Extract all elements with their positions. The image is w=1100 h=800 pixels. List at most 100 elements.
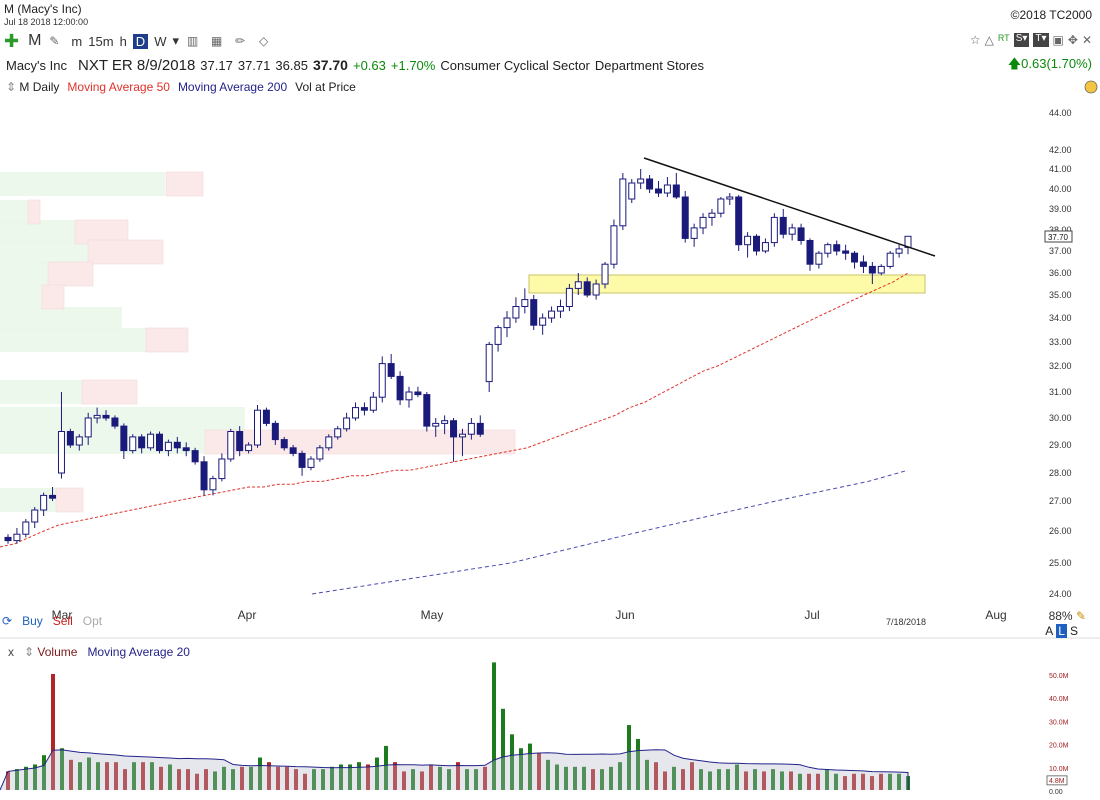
- volume-bar: [186, 769, 190, 790]
- candle-body: [592, 283, 600, 296]
- candle-body: [57, 431, 65, 474]
- settings-icon[interactable]: [1084, 80, 1098, 94]
- drawing-tools-icon[interactable]: ✎: [49, 34, 60, 48]
- volume-bar: [546, 759, 550, 790]
- volume-bar: [537, 752, 541, 790]
- price-tick-label: 41.00: [1049, 164, 1072, 174]
- volume-bar: [861, 773, 865, 790]
- volume-tick-label: 4.8M: [1049, 778, 1065, 785]
- candle-body: [147, 433, 155, 449]
- volume-bar: [42, 755, 46, 790]
- close-panel-button[interactable]: x: [8, 645, 14, 659]
- volume-bar: [618, 762, 622, 790]
- pencil-icon[interactable]: ✏: [235, 34, 246, 48]
- candle-body: [681, 196, 689, 239]
- chart-legend: ⇕ M Daily Moving Average 50 Moving Avera…: [6, 80, 356, 94]
- volume-bar: [591, 769, 595, 790]
- opt-button[interactable]: Opt: [82, 614, 103, 628]
- volume-bar: [582, 766, 586, 790]
- volume-bar: [690, 762, 694, 790]
- volume-bar: [411, 769, 415, 790]
- candle-body: [93, 414, 101, 419]
- volume-ma-line: [0, 749, 909, 791]
- volume-legend-item[interactable]: ⇕ Volume: [24, 645, 77, 659]
- volume-bar: [168, 764, 172, 790]
- industry: Department Stores: [594, 58, 704, 73]
- volume-bar: [789, 771, 793, 790]
- price-tick-label: 29.00: [1049, 440, 1072, 450]
- legend-ma200[interactable]: Moving Average 200: [177, 80, 288, 94]
- legend-vol-at-price[interactable]: Vol at Price: [295, 80, 356, 94]
- add-icon[interactable]: ✚: [4, 30, 20, 51]
- volume-bar: [258, 757, 262, 790]
- candle-body: [467, 422, 475, 435]
- legend-series[interactable]: ⇕ M Daily: [6, 80, 59, 94]
- interval-h[interactable]: h: [119, 33, 127, 49]
- volume-ma-label[interactable]: Moving Average 20: [87, 645, 190, 659]
- volume-bar: [447, 769, 451, 790]
- last-price-box: [1044, 230, 1073, 243]
- sell-button[interactable]: Sell: [52, 614, 73, 628]
- save-icon[interactable]: ▣: [1052, 33, 1064, 47]
- interval-d[interactable]: D: [132, 33, 149, 49]
- interval-w[interactable]: W: [154, 33, 167, 49]
- pencil-icon[interactable]: ✎: [1075, 609, 1086, 623]
- volume-tick-label: 40.0M: [1049, 696, 1069, 703]
- scale-s-button[interactable]: S: [1069, 624, 1078, 638]
- candle-body: [583, 281, 591, 296]
- candle-body: [530, 299, 538, 326]
- close-icon[interactable]: ✕: [1081, 33, 1092, 47]
- volume-bar: [177, 769, 181, 790]
- candle-body: [503, 317, 511, 329]
- volume-bar: [879, 773, 883, 790]
- interval-m[interactable]: m: [71, 33, 83, 49]
- candle-body: [49, 494, 57, 499]
- candle-body: [423, 394, 431, 427]
- candle-body: [182, 447, 190, 452]
- interval-dropdown-icon[interactable]: ▾: [172, 33, 179, 48]
- move-icon[interactable]: ✥: [1067, 33, 1078, 47]
- candle-body: [646, 178, 654, 190]
- candle-body: [779, 216, 787, 235]
- candle-body: [770, 216, 778, 244]
- date-tick-label: May: [421, 608, 444, 622]
- t-menu-button[interactable]: T▾: [1033, 33, 1049, 47]
- price-tick-label: 32.00: [1049, 361, 1072, 371]
- eraser-icon[interactable]: ◇: [259, 34, 269, 48]
- volume-bar: [870, 776, 874, 790]
- trendline[interactable]: [643, 157, 936, 257]
- star-icon[interactable]: ☆: [969, 33, 981, 47]
- scale-a-button[interactable]: A: [1045, 624, 1054, 638]
- rt-badge[interactable]: RT: [997, 33, 1010, 43]
- next-earnings: NXT ER 8/9/2018: [78, 57, 196, 74]
- volume-bar: [798, 773, 802, 790]
- candle-body: [877, 265, 885, 274]
- refresh-icon[interactable]: ⟳: [2, 614, 13, 628]
- volume-bar: [852, 773, 856, 790]
- indicator-icon[interactable]: ▦: [211, 34, 223, 48]
- legend-ma50[interactable]: Moving Average 50: [67, 80, 170, 94]
- quote-line: Macy's Inc NXT ER 8/9/2018 37.17 37.71 3…: [6, 57, 704, 74]
- volume-bar: [195, 773, 199, 790]
- symbol-button[interactable]: M: [28, 32, 42, 49]
- volume-tick-label: 20.0M: [1049, 743, 1069, 750]
- sort-icon: ⇕: [24, 645, 35, 659]
- zoom-value: 88%: [1048, 609, 1073, 623]
- volume-bar: [726, 769, 730, 790]
- alert-icon[interactable]: △: [984, 33, 994, 47]
- interval-15m[interactable]: 15m: [88, 33, 114, 49]
- buy-button[interactable]: Buy: [22, 614, 43, 628]
- close-price: 37.70: [312, 57, 348, 73]
- scale-l-button[interactable]: L: [1056, 624, 1067, 638]
- volume-bar: [105, 762, 109, 790]
- s-menu-button[interactable]: S▾: [1013, 33, 1030, 47]
- chart-datetime: Jul 18 2018 12:00:00: [4, 17, 89, 27]
- volume-bar: [141, 762, 145, 790]
- last-price-label: 37.70: [1048, 233, 1069, 242]
- volume-bar: [366, 764, 370, 790]
- volume-bar: [519, 748, 523, 790]
- candle-body: [13, 533, 21, 542]
- candle-body: [458, 433, 466, 438]
- bar-style-icon[interactable]: ▥: [187, 34, 199, 48]
